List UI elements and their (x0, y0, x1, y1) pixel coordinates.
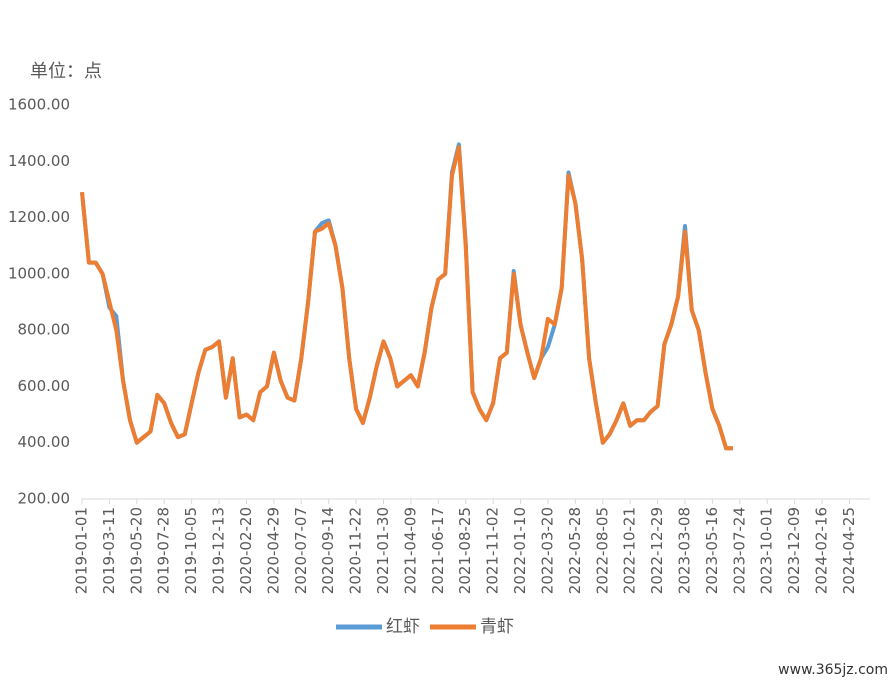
x-tick-label: 2020-09-14 (319, 507, 337, 594)
y-tick-label: 600.00 (18, 377, 71, 395)
watermark: www.365jz.com (778, 662, 888, 678)
x-tick-label: 2022-03-20 (538, 507, 556, 594)
x-tick-label: 2023-12-09 (785, 507, 803, 594)
y-tick-label: 1400.00 (8, 152, 70, 170)
x-tick-label: 2021-08-25 (456, 507, 474, 594)
y-tick-label: 800.00 (18, 321, 71, 339)
y-tick-label: 1200.00 (8, 208, 70, 226)
x-tick-label: 2019-10-05 (182, 507, 200, 594)
x-tick-label: 2023-03-08 (675, 507, 693, 594)
x-tick-label: 2022-05-28 (566, 507, 584, 594)
y-tick-label: 1000.00 (8, 264, 70, 282)
x-tick-label: 2024-02-16 (813, 507, 831, 594)
x-tick-label: 2023-07-24 (730, 507, 748, 594)
x-tick-label: 2019-12-13 (210, 507, 228, 594)
y-tick-label: 1600.00 (8, 96, 70, 114)
x-tick-label: 2019-03-11 (100, 507, 118, 594)
x-tick-label: 2024-04-25 (840, 507, 858, 594)
y-tick-label: 400.00 (18, 433, 71, 451)
x-tick-label: 2020-04-29 (264, 507, 282, 594)
legend-label: 红虾 (386, 617, 420, 637)
x-tick-label: 2022-08-05 (593, 507, 611, 594)
x-tick-label: 2020-07-07 (292, 507, 310, 594)
x-tick-label: 2020-02-20 (237, 507, 255, 594)
x-tick-label: 2022-12-29 (648, 507, 666, 594)
x-tick-label: 2022-10-21 (621, 507, 639, 594)
series-line (80, 142, 733, 451)
x-tick-label: 2022-01-10 (511, 507, 529, 594)
x-tick-label: 2023-10-01 (758, 507, 776, 594)
x-tick-label: 2021-11-02 (484, 507, 502, 594)
x-tick-label: 2019-05-20 (127, 507, 145, 594)
x-tick-label: 2021-04-09 (401, 507, 419, 594)
x-tick-label: 2021-06-17 (429, 507, 447, 594)
x-tick-label: 2023-05-16 (703, 507, 721, 594)
x-tick-label: 2019-07-28 (155, 507, 173, 594)
unit-label: 单位：点 (30, 61, 102, 82)
x-tick-label: 2020-11-22 (347, 507, 365, 594)
x-tick-label: 2019-01-01 (73, 507, 91, 594)
legend-label: 青虾 (480, 617, 514, 637)
x-tick-label: 2021-01-30 (374, 507, 392, 594)
series-line (80, 145, 733, 451)
y-tick-label: 200.00 (18, 490, 71, 508)
